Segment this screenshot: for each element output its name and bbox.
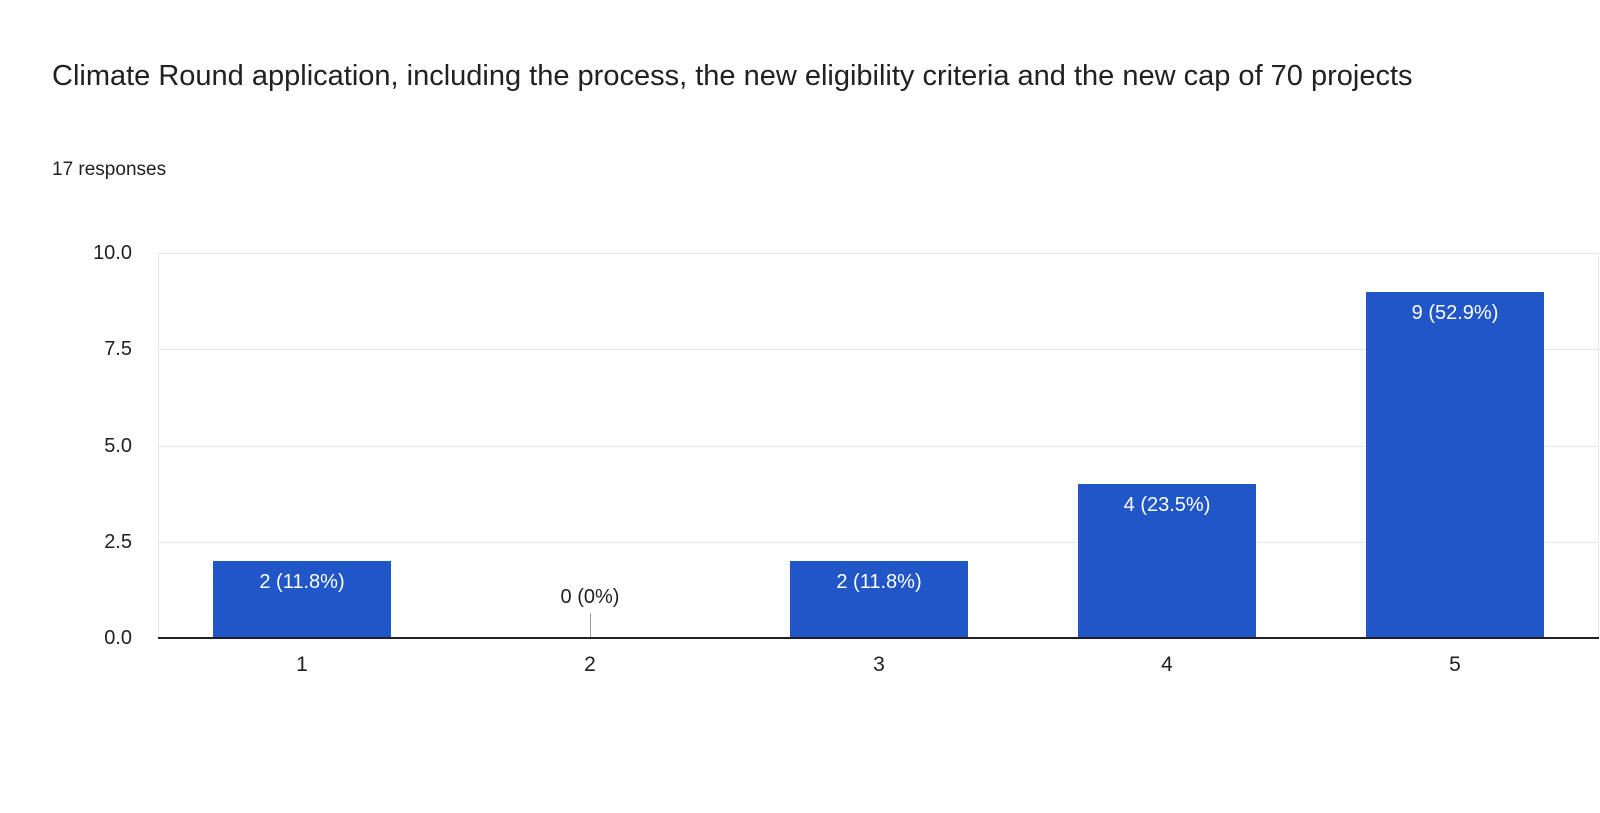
zero-value-label: 0 (0%) [560,586,620,608]
y-axis-tick-label: 10.0 [93,242,132,264]
bar-value-label: 2 (11.8%) [259,571,345,593]
gridline [158,542,1599,543]
bar-value-label: 9 (52.9%) [1411,302,1499,324]
x-axis-line [158,637,1599,639]
bar-category-1[interactable]: 2 (11.8%) [213,561,391,638]
bar-category-4[interactable]: 4 (23.5%) [1078,484,1256,638]
x-axis-tick-label: 3 [873,653,885,676]
bar-category-3[interactable]: 2 (11.8%) [790,561,968,638]
zero-stub-line [590,613,591,638]
y-axis-tick-label: 5.0 [104,435,132,457]
y-axis-tick-label: 0.0 [104,627,132,649]
bar-category-5[interactable]: 9 (52.9%) [1366,292,1544,639]
x-axis-tick-label: 1 [296,653,308,676]
x-axis-tick-label: 2 [584,653,596,676]
x-axis-tick-label: 4 [1161,653,1173,676]
y-axis-tick-label: 2.5 [104,531,132,553]
bar-value-label: 4 (23.5%) [1123,494,1211,516]
bar-value-label: 2 (11.8%) [836,571,922,593]
responses-count: 17 responses [52,159,167,180]
gridline [158,446,1599,447]
y-axis-tick-label: 7.5 [104,338,132,360]
gridline [158,349,1599,350]
x-axis-tick-label: 5 [1449,653,1461,676]
page-title: Climate Round application, including the… [52,60,1413,92]
